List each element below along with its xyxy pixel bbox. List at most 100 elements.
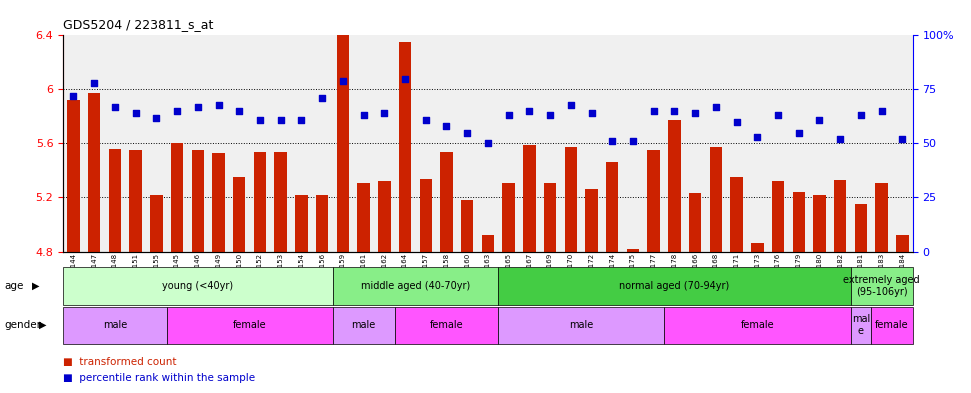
Point	[418, 116, 433, 123]
Bar	[606, 162, 619, 252]
Bar	[253, 152, 266, 252]
Point	[439, 123, 454, 129]
Bar	[498, 307, 664, 344]
Bar	[378, 181, 390, 252]
Point	[894, 136, 910, 142]
Bar	[586, 189, 598, 252]
Bar	[129, 150, 142, 252]
Bar	[63, 307, 167, 344]
Point	[543, 112, 558, 119]
Bar	[664, 307, 851, 344]
Bar	[316, 195, 328, 252]
Point	[355, 112, 371, 119]
Text: female: female	[233, 320, 266, 330]
Point	[128, 110, 144, 116]
Bar	[896, 235, 909, 252]
Bar	[523, 145, 536, 252]
Bar	[295, 195, 308, 252]
Text: extremely aged
(95-106yr): extremely aged (95-106yr)	[844, 275, 920, 297]
Point	[832, 136, 848, 142]
Bar	[851, 267, 913, 305]
Bar	[792, 192, 805, 252]
Bar	[213, 153, 224, 252]
Point	[646, 108, 661, 114]
Point	[315, 95, 330, 101]
Text: ■  transformed count: ■ transformed count	[63, 358, 177, 367]
Point	[521, 108, 537, 114]
Bar	[876, 183, 887, 252]
Bar	[337, 35, 350, 252]
Bar	[544, 183, 556, 252]
Point	[750, 134, 765, 140]
Bar	[834, 180, 847, 252]
Text: normal aged (70-94yr): normal aged (70-94yr)	[619, 281, 729, 291]
Point	[563, 101, 579, 108]
Point	[273, 116, 288, 123]
Bar	[668, 121, 681, 252]
Text: female: female	[741, 320, 774, 330]
Bar	[440, 152, 452, 252]
Bar	[151, 195, 162, 252]
Point	[107, 104, 122, 110]
Text: female: female	[430, 320, 463, 330]
Bar	[171, 143, 184, 252]
Bar	[332, 307, 394, 344]
Bar	[564, 147, 577, 252]
Bar	[332, 267, 498, 305]
Text: female: female	[875, 320, 909, 330]
Point	[667, 108, 683, 114]
Point	[149, 114, 164, 121]
Text: gender: gender	[5, 320, 42, 330]
Point	[729, 119, 745, 125]
Point	[252, 116, 268, 123]
Bar	[109, 149, 121, 252]
Text: middle aged (40-70yr): middle aged (40-70yr)	[361, 281, 470, 291]
Point	[397, 75, 413, 82]
Bar	[67, 100, 80, 252]
Point	[812, 116, 827, 123]
Point	[501, 112, 517, 119]
Bar	[854, 204, 867, 252]
Point	[770, 112, 786, 119]
Text: GDS5204 / 223811_s_at: GDS5204 / 223811_s_at	[63, 18, 214, 31]
Point	[169, 108, 184, 114]
Bar	[772, 181, 785, 252]
Bar	[871, 307, 913, 344]
Text: male: male	[352, 320, 376, 330]
Bar	[88, 94, 100, 252]
Text: young (<40yr): young (<40yr)	[162, 281, 233, 291]
Point	[791, 130, 807, 136]
Bar	[63, 267, 332, 305]
Bar	[461, 200, 474, 252]
Bar	[233, 177, 246, 252]
Point	[605, 138, 620, 144]
Point	[625, 138, 641, 144]
Bar	[482, 235, 494, 252]
Bar	[648, 150, 660, 252]
Bar	[626, 249, 639, 252]
Point	[459, 130, 475, 136]
Bar	[419, 178, 432, 252]
Bar	[275, 152, 286, 252]
Point	[190, 104, 206, 110]
Bar	[498, 267, 851, 305]
Bar	[710, 147, 722, 252]
Point	[335, 78, 351, 84]
Point	[293, 116, 309, 123]
Point	[231, 108, 247, 114]
Point	[854, 112, 869, 119]
Bar	[357, 183, 370, 252]
Text: age: age	[5, 281, 24, 291]
Text: mal
e: mal e	[852, 314, 870, 336]
Point	[687, 110, 703, 116]
Bar	[191, 150, 204, 252]
Point	[66, 93, 82, 99]
Bar	[814, 195, 825, 252]
Text: male: male	[103, 320, 127, 330]
Point	[480, 140, 495, 147]
Point	[86, 80, 102, 86]
Bar	[399, 42, 412, 252]
Point	[377, 110, 392, 116]
Point	[708, 104, 723, 110]
Bar	[394, 307, 498, 344]
